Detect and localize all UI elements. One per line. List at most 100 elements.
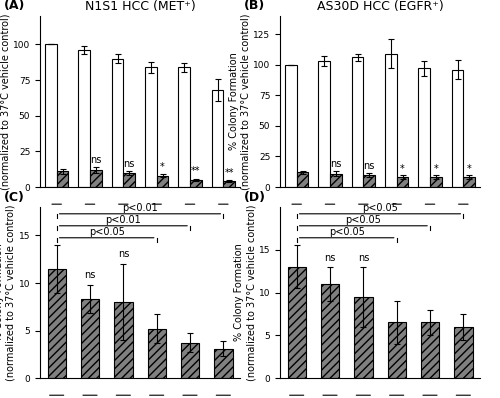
Text: -: - [390,238,392,248]
Bar [454,327,472,378]
Text: *: * [400,164,405,174]
Bar [212,90,224,187]
Text: 1.0μM: 1.0μM [384,211,409,220]
Text: +: + [332,238,340,248]
Text: -: - [456,238,459,248]
Text: ns: ns [124,158,135,168]
Bar [288,267,306,378]
Text: p<0.05: p<0.05 [328,227,364,237]
Bar [148,329,166,378]
Bar [56,172,68,187]
Text: -: - [50,238,52,248]
Bar [178,67,190,187]
Text: 5.0μM: 5.0μM [177,211,203,220]
Text: -: - [182,238,186,248]
Text: 0.1μM: 0.1μM [77,211,103,220]
Bar [388,322,406,378]
Bar [90,170,102,187]
Text: Vehicle: Vehicle [42,211,72,220]
Text: +: + [92,238,100,248]
Text: *: * [160,162,165,172]
Text: +: + [59,238,66,248]
Text: -: - [116,238,119,248]
Bar [112,59,124,187]
Text: p<0.01: p<0.01 [106,215,141,225]
Text: ns: ns [330,159,342,169]
Text: Vehicle: Vehicle [282,211,312,220]
Text: 0.5μM: 0.5μM [350,211,376,220]
Text: Erlotinib: Erlotinib [280,225,315,234]
Text: +: + [399,238,406,248]
Bar [190,180,202,187]
Text: 10.0μM: 10.0μM [448,211,479,220]
Text: p<0.05: p<0.05 [88,227,124,237]
Text: +: + [432,238,440,248]
Text: p<0.01: p<0.01 [122,203,158,213]
Text: +: + [126,238,132,248]
Text: -: - [356,238,359,248]
Bar [430,177,442,187]
Bar [421,322,439,378]
Text: +: + [226,238,232,248]
Bar [214,349,233,378]
Text: -: - [422,238,426,248]
Text: 5.0μM: 5.0μM [417,211,443,220]
Text: Heat Stress: Heat Stress [280,238,328,248]
Bar [321,284,339,378]
Text: ns: ns [90,155,102,165]
Text: Heat Stress: Heat Stress [40,238,88,248]
Text: 1.0μM: 1.0μM [144,211,170,220]
Text: ns: ns [118,249,129,259]
Text: 10.0μM: 10.0μM [208,211,239,220]
Text: **: ** [191,166,200,176]
Bar [452,70,464,187]
Text: ns: ns [84,270,96,280]
Text: -: - [82,238,86,248]
Text: *: * [467,164,471,174]
Text: -: - [150,238,152,248]
Text: (A): (A) [4,0,26,12]
Text: -: - [322,238,326,248]
Text: -: - [290,238,292,248]
Bar [285,65,296,187]
Bar [156,176,168,187]
Bar [418,68,430,187]
Text: (B): (B) [244,0,265,12]
Bar [464,177,475,187]
Text: ns: ns [364,161,375,171]
Bar [45,45,56,187]
Bar [396,177,408,187]
Y-axis label: % Colony Formation
(normalized to 37°C vehicle control): % Colony Formation (normalized to 37°C v… [0,13,10,190]
Text: +: + [299,238,306,248]
Title: AS30D HCC (EGFR⁺): AS30D HCC (EGFR⁺) [316,0,444,14]
Bar [78,50,90,187]
Text: 0.1μM: 0.1μM [317,211,343,220]
Bar [385,54,396,187]
Bar [81,299,99,378]
Text: +: + [192,238,200,248]
Text: 0.5μM: 0.5μM [110,211,136,220]
Bar [114,302,132,378]
Bar [364,175,375,187]
Y-axis label: % Colony Formation
(normalized to 37°C vehicle control): % Colony Formation (normalized to 37°C v… [0,204,16,381]
Text: (C): (C) [4,191,25,203]
Bar [224,181,235,187]
Text: PF-04217903: PF-04217903 [40,225,95,234]
Text: (D): (D) [244,191,266,203]
Bar [352,57,364,187]
Text: -: - [216,238,219,248]
Y-axis label: % Colony Formation
(normalized to 37°C vehicle control): % Colony Formation (normalized to 37°C v… [234,204,256,381]
Bar [330,174,342,187]
Text: *: * [434,164,438,174]
Text: **: ** [224,168,234,178]
Bar [124,173,135,187]
Y-axis label: % Colony Formation
(normalized to 37°C vehicle control): % Colony Formation (normalized to 37°C v… [228,13,250,190]
Text: +: + [466,238,472,248]
Bar [354,297,372,378]
Bar [296,172,308,187]
Text: +: + [366,238,372,248]
Bar [318,61,330,187]
Bar [145,67,156,187]
Text: ns: ns [324,253,336,263]
Text: +: + [159,238,166,248]
